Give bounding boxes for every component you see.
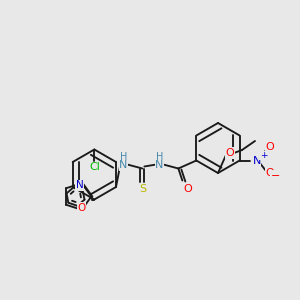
Text: N: N <box>119 160 128 170</box>
Text: N: N <box>155 160 164 170</box>
Text: H: H <box>156 152 163 161</box>
Text: H: H <box>120 152 127 161</box>
Text: O: O <box>183 184 192 194</box>
Text: S: S <box>139 184 146 194</box>
Text: O: O <box>265 167 274 178</box>
Text: O: O <box>78 203 86 213</box>
Text: Cl: Cl <box>89 163 100 172</box>
Text: O: O <box>265 142 274 152</box>
Text: +: + <box>260 151 267 160</box>
Text: N: N <box>76 180 84 190</box>
Text: O: O <box>226 148 234 158</box>
Text: N: N <box>253 155 261 166</box>
Text: −: − <box>271 170 280 181</box>
